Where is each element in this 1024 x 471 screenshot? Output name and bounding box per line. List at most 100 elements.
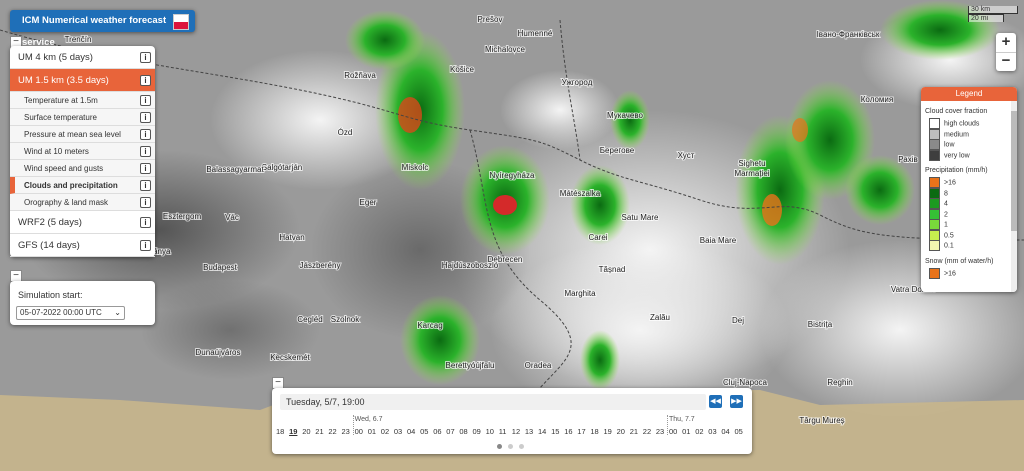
hour-label[interactable]: 19 — [603, 427, 612, 436]
layer-item[interactable]: Pressure at mean sea level i — [10, 126, 155, 143]
zoom-in[interactable]: + — [996, 33, 1016, 53]
hour-label[interactable]: 07 — [446, 427, 455, 436]
place-label: Marmației — [734, 169, 769, 178]
hour-label[interactable]: 15 — [551, 427, 560, 436]
layer-item[interactable]: Wind at 10 meters i — [10, 143, 155, 160]
hour-label[interactable]: 04 — [721, 427, 730, 436]
precipitation — [345, 0, 1000, 390]
hour-label[interactable]: 02 — [380, 427, 390, 436]
collapse-button[interactable]: − — [10, 36, 22, 48]
legend-label: >16 — [944, 269, 956, 277]
hour-label[interactable]: 01 — [367, 427, 377, 436]
place-label: Debrecen — [488, 255, 523, 264]
layer-label: Surface temperature — [24, 112, 97, 122]
flag-icon[interactable] — [173, 14, 189, 30]
legend-item: medium — [921, 128, 1017, 140]
place-label: Ужгород — [562, 78, 593, 87]
legend-section-title: Precipitation (mm/h) — [925, 167, 988, 174]
legend-scrollbar[interactable] — [1011, 101, 1017, 292]
next-button[interactable]: ▶▶ — [730, 395, 743, 408]
layer-item[interactable]: Surface temperature i — [10, 109, 155, 126]
place-label: Miskolc — [402, 163, 429, 172]
hour-label[interactable]: 05 — [734, 427, 743, 436]
hour-label[interactable]: 23 — [341, 427, 350, 436]
model-item[interactable]: WRF2 (5 days) i — [10, 211, 155, 234]
info-icon[interactable]: i — [140, 145, 151, 157]
info-icon[interactable]: i — [140, 162, 151, 174]
layer-label: Pressure at mean sea level — [24, 129, 121, 139]
info-icon[interactable]: i — [140, 216, 151, 228]
hour-label[interactable]: 05 — [420, 427, 429, 436]
hour-label[interactable]: 17 — [577, 427, 586, 436]
place-label: Marghita — [564, 289, 596, 298]
simulation-select[interactable]: 05-07-2022 00:00 UTC ⌄ — [16, 306, 125, 320]
layer-label: Clouds and precipitation — [24, 180, 118, 190]
hour-label[interactable]: 23 — [655, 427, 665, 436]
layer-item[interactable]: Clouds and precipitation i — [10, 177, 155, 194]
hour-label[interactable]: 19 — [289, 427, 298, 436]
scale-mi: 20 mi — [968, 14, 1004, 22]
hour-label[interactable]: 10 — [485, 427, 494, 436]
place-label: Prešov — [478, 15, 503, 24]
info-icon[interactable]: i — [140, 179, 151, 191]
legend-item: 0.5 — [921, 229, 1017, 241]
hour-label[interactable]: 18 — [276, 427, 285, 436]
scale-bar: 30 km 20 mi — [968, 6, 1018, 22]
legend-item: 4 — [921, 198, 1017, 209]
hour-label[interactable]: 01 — [682, 427, 691, 436]
layer-item[interactable]: Orography & land mask i — [10, 194, 155, 211]
zoom-control: + − — [996, 33, 1016, 71]
model-item[interactable]: UM 1.5 km (3.5 days) i — [10, 69, 155, 92]
hour-label[interactable]: 09 — [472, 427, 481, 436]
legend-section-title: Cloud cover fraction — [925, 108, 988, 115]
model-item[interactable]: UM 4 km (5 days) i — [10, 46, 155, 69]
hour-label[interactable]: 13 — [524, 427, 534, 436]
hour-label[interactable]: 21 — [629, 427, 639, 436]
hour-label[interactable]: 04 — [407, 427, 416, 436]
hour-label[interactable]: 22 — [328, 427, 337, 436]
info-icon[interactable]: i — [140, 111, 151, 123]
hour-label[interactable]: 20 — [616, 427, 625, 436]
simulation-value: 05-07-2022 00:00 UTC — [20, 308, 102, 317]
info-icon[interactable]: i — [140, 74, 151, 86]
legend-swatch — [929, 240, 940, 251]
info-icon[interactable]: i — [140, 128, 151, 140]
hour-label[interactable]: 11 — [498, 427, 507, 436]
prev-button[interactable]: ◀◀ — [709, 395, 722, 408]
model-item[interactable]: GFS (14 days) i — [10, 234, 155, 257]
legend-item: low — [921, 139, 1017, 150]
hour-label[interactable]: 06 — [433, 427, 442, 436]
legend-label: 1 — [944, 221, 948, 229]
zoom-out[interactable]: − — [1001, 52, 1011, 69]
place-label: Košice — [450, 65, 475, 74]
info-icon[interactable]: i — [140, 94, 151, 106]
model-label: WRF2 (5 days) — [18, 216, 82, 228]
hour-label[interactable]: 20 — [302, 427, 311, 436]
hour-label[interactable]: 12 — [511, 427, 521, 436]
place-label: Kecskemét — [270, 353, 310, 362]
day-separator — [667, 415, 668, 435]
place-label: Sighetu — [738, 159, 765, 168]
hour-label[interactable]: 21 — [315, 427, 324, 436]
hour-label[interactable]: 00 — [669, 427, 678, 436]
hour-label[interactable]: 22 — [642, 427, 652, 436]
legend-panel: Legend Cloud cover fraction high clouds me… — [921, 87, 1017, 292]
legend-item: 2 — [921, 208, 1017, 220]
info-icon[interactable]: i — [140, 51, 151, 63]
info-icon[interactable]: i — [140, 239, 151, 251]
hour-label[interactable]: 14 — [538, 427, 547, 436]
hour-label[interactable]: 03 — [708, 427, 717, 436]
hour-label[interactable]: 03 — [393, 427, 403, 436]
simulation-panel: Simulation start: 05-07-2022 00:00 UTC ⌄ — [10, 281, 155, 325]
hour-label[interactable]: 16 — [564, 427, 573, 436]
info-icon[interactable]: i — [140, 196, 151, 208]
place-label: Berettyóújfalu — [446, 361, 495, 370]
hour-label[interactable]: 02 — [695, 427, 704, 436]
borders — [0, 19, 1024, 401]
hour-label[interactable]: 08 — [459, 427, 468, 436]
layer-item[interactable]: Wind speed and gusts i — [10, 160, 155, 177]
hour-label[interactable]: 18 — [590, 427, 599, 436]
hour-label[interactable]: 00 — [354, 427, 363, 436]
place-label: Hajdúszoboszló — [442, 261, 499, 270]
layer-item[interactable]: Temperature at 1.5m i — [10, 92, 155, 109]
